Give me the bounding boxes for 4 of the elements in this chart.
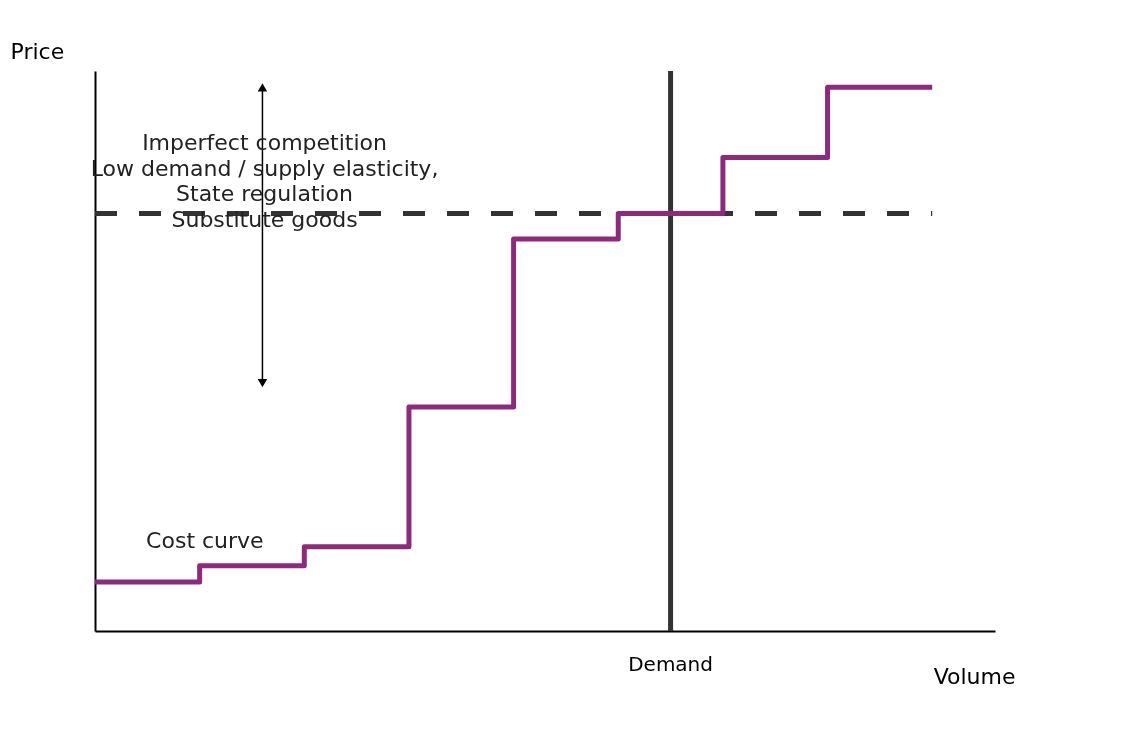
x-axis-title: Volume (933, 663, 1016, 689)
text: Demand (628, 652, 713, 676)
annotation: Cost curve (146, 527, 264, 553)
y-axis-title: Price (10, 38, 65, 64)
